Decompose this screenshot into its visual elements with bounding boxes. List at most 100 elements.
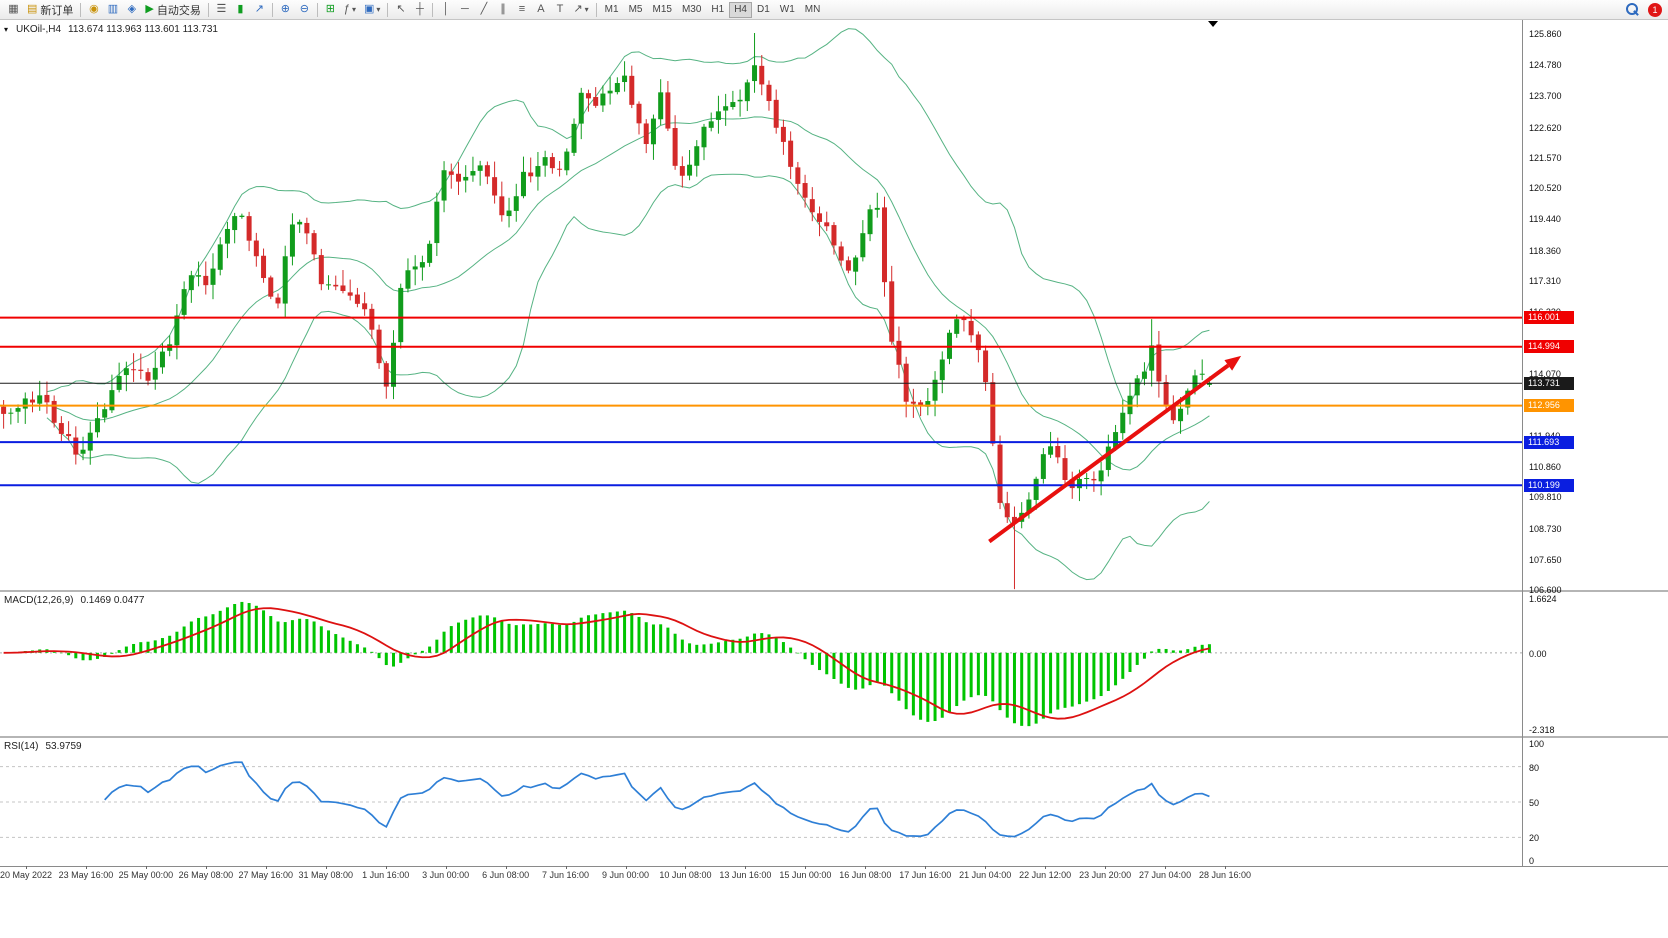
timeframe-m15-button[interactable]: M15 — [647, 2, 676, 18]
candle — [492, 177, 498, 196]
search-icon — [1626, 3, 1639, 16]
market-watch-button[interactable]: ▥ — [103, 1, 122, 19]
panel-splitter[interactable] — [0, 736, 1668, 738]
candle — [715, 111, 721, 120]
trendline-tool-button[interactable]: ╱ — [474, 1, 493, 19]
candle — [499, 196, 505, 216]
candle — [1091, 478, 1097, 481]
timeframe-m5-button[interactable]: M5 — [624, 2, 648, 18]
label-tool-button[interactable]: T — [550, 1, 569, 19]
candle — [391, 342, 397, 387]
time-tick-mark — [325, 866, 327, 869]
candlestick-chart-button[interactable]: ▮ — [231, 1, 250, 19]
price-tick: 121.570 — [1529, 152, 1562, 163]
time-tick-mark — [1225, 866, 1226, 869]
candle — [22, 398, 28, 409]
rsi-panel[interactable] — [0, 738, 1522, 866]
candle — [1199, 373, 1205, 375]
timeframe-mn-button[interactable]: MN — [800, 2, 826, 18]
chart-shift-marker — [1208, 21, 1219, 27]
toolbar-separator — [80, 2, 82, 17]
indicators-button[interactable]: ƒ ▾ — [340, 1, 360, 19]
time-label: 16 Jun 08:00 — [839, 870, 892, 880]
time-label: 28 Jun 16:00 — [1198, 870, 1252, 880]
cursor-tool-button[interactable]: ↖ — [391, 1, 410, 19]
vertical-line-tool-button[interactable]: │ — [436, 1, 455, 19]
price-tick: 118.360 — [1529, 245, 1561, 256]
new-order-button[interactable]: ▤ 新订单 — [23, 1, 77, 19]
bar-chart-button[interactable]: ☰ — [212, 1, 231, 19]
arrows-tool-icon: ↗ — [573, 3, 583, 15]
candle — [405, 270, 411, 289]
candle — [1062, 458, 1068, 480]
rsi-value: 53.9759 — [45, 741, 82, 752]
candle — [853, 257, 859, 272]
notification-badge[interactable]: 1 — [1648, 2, 1662, 17]
timeframe-m30-button[interactable]: M30 — [677, 2, 706, 18]
auto-trading-button[interactable]: ▶ 自动交易 — [141, 1, 204, 19]
panel-splitter[interactable] — [0, 590, 1668, 592]
fibonacci-tool-button[interactable]: ≡ — [512, 1, 531, 19]
chart-window-button[interactable]: ▦ — [4, 1, 23, 19]
timeframe-d1-button[interactable]: D1 — [752, 2, 775, 18]
macd-panel[interactable] — [0, 592, 1522, 736]
timeframe-h1-button[interactable]: H1 — [706, 2, 729, 18]
time-tick-mark — [685, 866, 687, 869]
tile-windows-button[interactable]: ⊞ — [321, 1, 340, 19]
zoom-out-button[interactable]: ⊖ — [295, 1, 314, 19]
macd-values: 0.1469 0.0477 — [80, 595, 145, 606]
candle — [1206, 383, 1212, 385]
price-scale[interactable]: 125.860 124.780 123.700 122.620 121.570 120.5… — [1523, 20, 1668, 866]
channel-tool-button[interactable]: ∥ — [493, 1, 512, 19]
zoom-in-button[interactable]: ⊕ — [276, 1, 295, 19]
rsi-indicator-label: RSI(14) 53.9759 — [4, 741, 82, 752]
candle — [882, 207, 888, 283]
candle — [744, 82, 750, 102]
rsi-scale-max: 100 — [1529, 739, 1545, 749]
timeframe-h4-button[interactable]: H4 — [729, 1, 752, 18]
candle — [427, 243, 433, 263]
timeframe-w1-button[interactable]: W1 — [775, 2, 800, 18]
text-tool-icon: A — [537, 3, 545, 15]
candle — [824, 222, 830, 227]
candle — [455, 173, 461, 182]
candle — [679, 166, 685, 176]
candle — [224, 228, 230, 244]
templates-button[interactable]: ▣ ▾ — [360, 1, 384, 19]
tile-windows-icon: ⊞ — [325, 3, 335, 15]
time-tick-mark — [145, 866, 147, 869]
time-label: 22 Jun 12:00 — [1019, 870, 1072, 880]
candle — [1149, 345, 1155, 371]
navigator-button[interactable]: ◈ — [122, 1, 141, 19]
candle — [196, 275, 202, 277]
toolbar-separator — [316, 2, 318, 17]
candle — [528, 172, 534, 177]
text-tool-button[interactable]: A — [531, 1, 550, 19]
templates-icon: ▣ — [364, 3, 375, 15]
crosshair-tool-button[interactable]: ┼ — [410, 1, 429, 19]
main-chart[interactable] — [0, 20, 1522, 590]
price-level-badge: 113.731 — [1524, 376, 1574, 390]
horizontal-line-tool-button[interactable]: ─ — [455, 1, 474, 19]
compass-button[interactable]: ◉ — [84, 1, 103, 19]
candle — [643, 123, 649, 145]
time-tick-mark — [745, 866, 747, 869]
candle — [109, 390, 115, 411]
symbol-dropdown-icon: ▾ — [4, 25, 9, 34]
candle — [752, 65, 758, 82]
line-chart-button[interactable]: ↗ — [250, 1, 269, 19]
cursor-icon: ↖ — [396, 3, 406, 15]
time-label: 9 Jun 00:00 — [601, 870, 650, 880]
candle — [571, 123, 577, 153]
candle — [672, 128, 678, 166]
time-label: 7 Jun 16:00 — [542, 870, 590, 880]
time-tick-mark — [925, 866, 927, 869]
timeframe-m1-button[interactable]: M1 — [600, 2, 624, 18]
candle — [94, 418, 100, 433]
candle — [1040, 454, 1046, 479]
candle — [614, 83, 620, 93]
search-button[interactable] — [1622, 1, 1643, 19]
arrows-tool-button[interactable]: ↗ ▾ — [569, 1, 592, 19]
time-axis[interactable]: 20 May 2022 23 May 16:00 25 May 00:00 26 Ma… — [0, 866, 1522, 884]
price-tick: 119.440 — [1529, 214, 1561, 225]
